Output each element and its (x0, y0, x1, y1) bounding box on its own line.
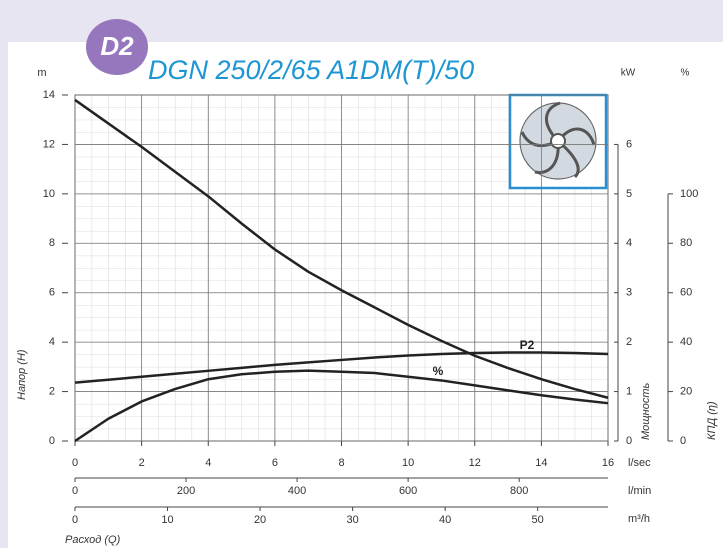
y2-tick-label: 2 (626, 336, 632, 348)
x3-tick-label: 50 (532, 514, 544, 526)
x-tick-label: 0 (72, 457, 78, 469)
y-tick-label: 0 (49, 435, 55, 447)
y2-unit: kW (621, 68, 636, 79)
badge-text: D2 (100, 31, 134, 61)
y-tick-label: 8 (49, 237, 55, 249)
x-axis-label: Расход (Q) (65, 534, 121, 546)
x2-unit: l/min (628, 485, 651, 497)
x3-tick-label: 10 (161, 514, 173, 526)
x3-tick-label: 0 (72, 514, 78, 526)
y-tick-label: 4 (49, 336, 55, 348)
y2-tick-label: 3 (626, 287, 632, 299)
x2-tick-label: 400 (288, 485, 306, 497)
x-tick-label: 6 (272, 457, 278, 469)
y-unit: m (37, 67, 46, 79)
x-tick-label: 8 (338, 457, 344, 469)
x-tick-label: 16 (602, 457, 614, 469)
y3-tick-label: 100 (680, 188, 698, 200)
y3-unit: % (681, 68, 690, 79)
y3-axis-label: КПД (η) (706, 401, 718, 440)
x-tick-label: 14 (535, 457, 547, 469)
y-tick-label: 12 (43, 138, 55, 150)
curve (74, 98, 609, 399)
x2-tick-label: 200 (177, 485, 195, 497)
curve-label: % (433, 364, 444, 378)
y3-tick-label: 0 (680, 435, 686, 447)
y-tick-label: 6 (49, 287, 55, 299)
x2-tick-label: 600 (399, 485, 417, 497)
x3-tick-label: 30 (346, 514, 358, 526)
x-tick-label: 12 (469, 457, 481, 469)
y-tick-label: 14 (43, 89, 55, 101)
x3-tick-label: 40 (439, 514, 451, 526)
x2-tick-label: 0 (72, 485, 78, 497)
x3-unit: m³/h (628, 513, 650, 525)
y3-tick-label: 80 (680, 237, 692, 249)
y3-tick-label: 20 (680, 385, 692, 397)
x-tick-label: 10 (402, 457, 414, 469)
chart-title: DGN 250/2/65 A1DM(T)/50 (148, 55, 474, 85)
impeller-icon (508, 93, 608, 190)
badge (86, 19, 148, 75)
y2-tick-label: 4 (626, 237, 632, 249)
y2-axis-label: Мощность (640, 383, 652, 440)
y3-tick-label: 60 (680, 287, 692, 299)
y2-tick-label: 5 (626, 188, 632, 200)
y-tick-label: 10 (43, 188, 55, 200)
curve (74, 351, 609, 384)
y2-tick-label: 0 (626, 435, 632, 447)
y2-tick-label: 1 (626, 385, 632, 397)
y-tick-label: 2 (49, 385, 55, 397)
y2-tick-label: 6 (626, 138, 632, 150)
x-unit: l/sec (628, 457, 651, 469)
curve (74, 369, 609, 443)
y-axis-label: Напор (H) (16, 349, 28, 400)
curve-label: P2 (520, 338, 535, 352)
x2-tick-label: 800 (510, 485, 528, 497)
x-tick-label: 4 (205, 457, 211, 469)
x3-tick-label: 20 (254, 514, 266, 526)
y3-tick-label: 40 (680, 336, 692, 348)
x-tick-label: 2 (139, 457, 145, 469)
